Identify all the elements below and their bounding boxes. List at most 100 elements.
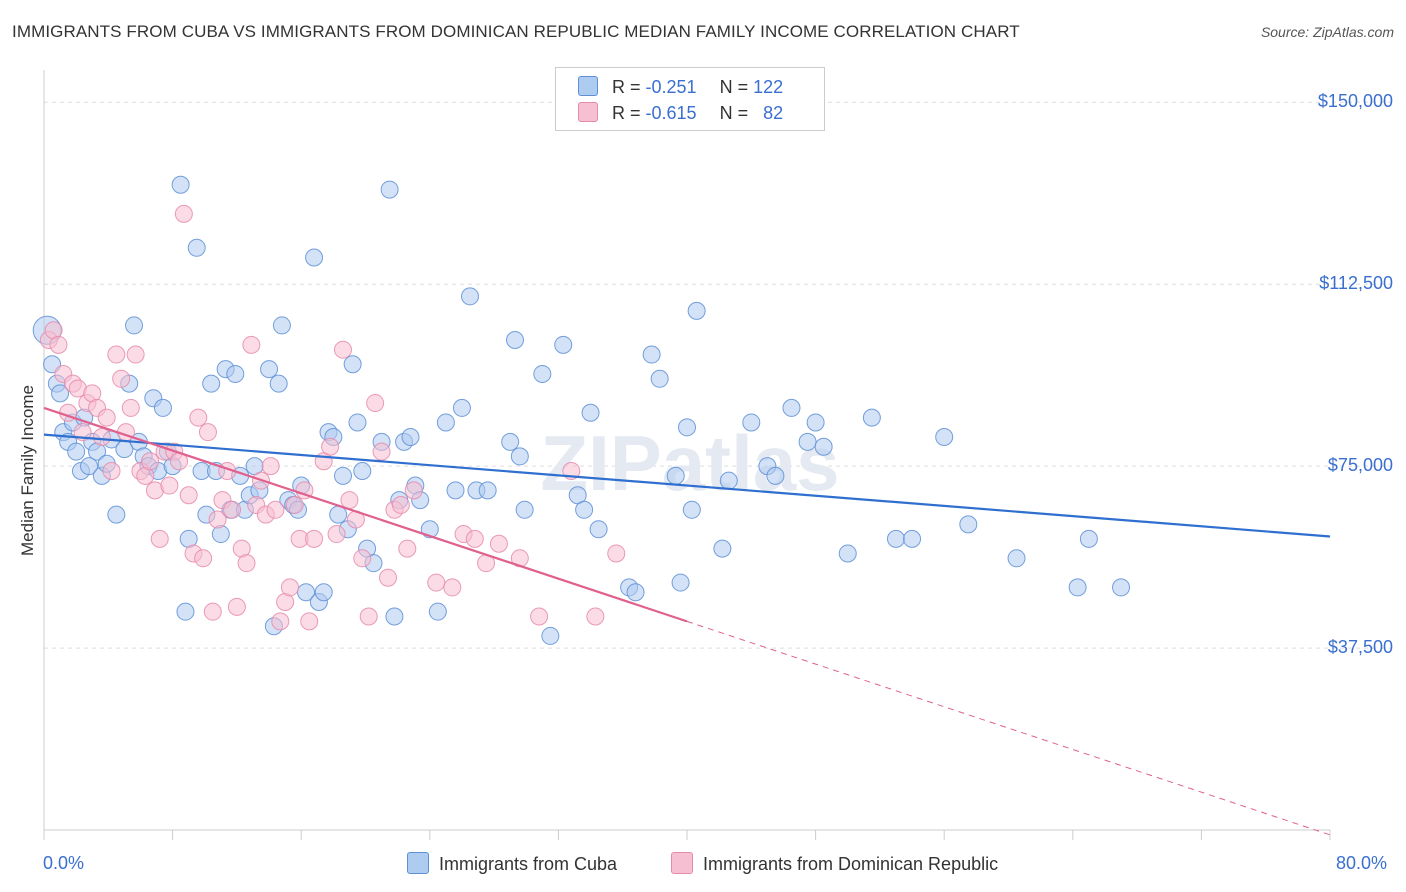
data-point [501,432,520,451]
data-point [92,428,111,447]
data-point [515,500,534,519]
data-point [554,335,573,354]
data-point [626,583,645,602]
legend-r-value: -0.615 [645,103,697,123]
x-tick-min: 0.0% [43,853,85,873]
data-point [261,457,280,476]
legend-row-cuba: R = -0.251 N = 122 [578,76,783,104]
data-point [607,544,626,563]
data-point [141,452,160,471]
data-point [959,515,978,534]
legend-r-label: R = [612,77,641,97]
data-point [713,539,732,558]
y-tick-label: $75,000 [1327,455,1393,476]
data-point [460,287,479,306]
data-point [443,578,462,597]
data-point [97,408,116,427]
data-point [160,476,179,495]
data-point [269,374,288,393]
trend-line [43,406,688,623]
data-point [589,520,608,539]
data-point [687,301,706,320]
legend-n-label: N = [719,77,749,97]
data-point [153,398,172,417]
data-point [478,481,497,500]
data-point [174,204,193,223]
data-point [305,248,324,267]
bottom-legend-label-dominican-republic: Immigrants from Dominican Republic [703,854,999,874]
data-point [642,345,661,364]
data-point [798,432,817,451]
data-point [203,602,222,621]
data-point [333,466,352,485]
data-point [260,360,279,379]
data-point [465,529,484,548]
data-point [719,471,738,490]
bottom-legend-dominican-republic: Immigrants from Dominican Republic [671,852,998,875]
data-point [194,549,213,568]
data-point [581,403,600,422]
legend-swatch-cuba [578,76,598,96]
y-tick-label: $112,500 [1319,273,1393,294]
data-point [112,369,131,388]
data-point [505,330,524,349]
data-point [272,316,291,335]
legend-n-label: N = [719,103,749,123]
data-point [671,573,690,592]
data-point [300,612,319,631]
data-point [452,398,471,417]
data-point [380,180,399,199]
data-point [80,457,99,476]
legend-r-value: -0.251 [645,77,697,97]
data-point [401,428,420,447]
data-point [575,500,594,519]
data-point [321,437,340,456]
data-point [51,384,70,403]
data-point [189,408,208,427]
data-point [102,461,121,480]
x-tick-max: 80.0% [1336,853,1388,873]
data-point [202,374,221,393]
data-point [179,486,198,505]
data-point [436,413,455,432]
data-point [1068,578,1087,597]
data-point [353,549,372,568]
data-point [171,175,190,194]
data-point [226,364,245,383]
data-point [427,573,446,592]
legend-swatch-dominican-republic [578,102,598,122]
data-point [348,413,367,432]
data-point [391,495,410,514]
data-point [782,398,801,417]
data-point [682,500,701,519]
trend-line [43,433,1331,538]
data-point [227,597,246,616]
data-point [333,340,352,359]
data-point [211,525,230,544]
data-point [862,408,881,427]
data-point [814,437,833,456]
series-dominican-republic [39,204,626,631]
trend-lines [43,406,1331,836]
bottom-legend-label-cuba: Immigrants from Cuba [439,854,618,874]
data-point [586,607,605,626]
data-point [530,607,549,626]
data-point [533,364,552,383]
legend-n-value: 82 [763,103,784,123]
data-point [198,423,217,442]
data-point [176,602,195,621]
bottom-legend-swatch-cuba [407,852,429,874]
data-point [428,602,447,621]
data-point [1007,549,1026,568]
data-point [903,529,922,548]
data-point [107,505,126,524]
source-label: Source: ZipAtlas.com [1260,24,1394,40]
data-point [510,447,529,466]
data-point [838,544,857,563]
legend-n-value: 122 [753,77,784,97]
data-point [49,335,68,354]
data-point [242,335,261,354]
data-point [446,481,465,500]
data-point [678,418,696,437]
